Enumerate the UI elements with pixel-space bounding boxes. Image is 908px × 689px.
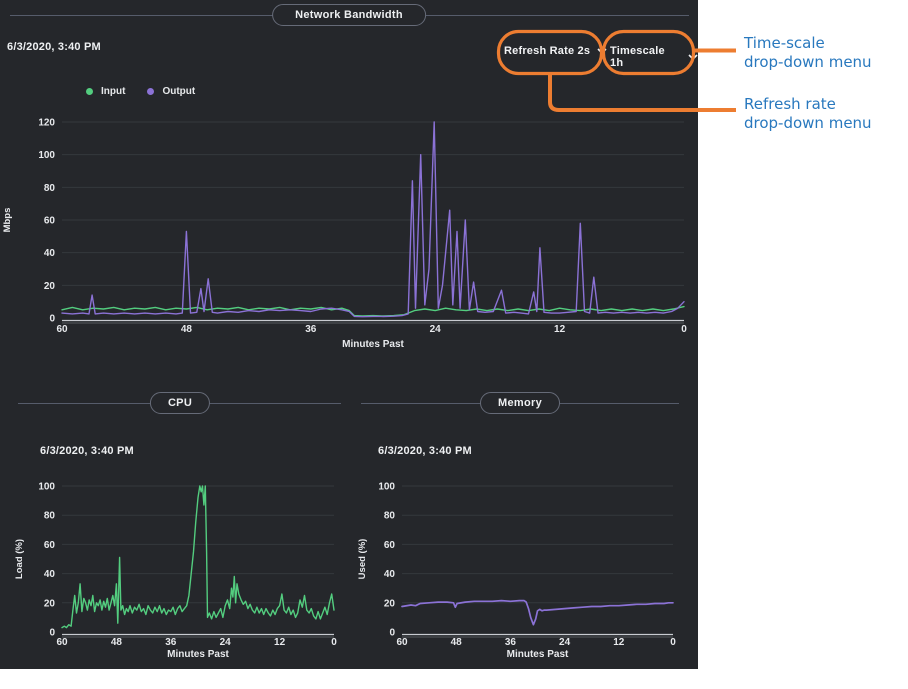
cpu-y-axis-label: Load (%)	[14, 539, 25, 579]
cpu-section-title: CPU	[149, 392, 211, 414]
cpu-x-tick-label: 60	[56, 637, 68, 648]
memory-y-axis-label: Used (%)	[357, 539, 368, 580]
memory-x-tick-label: 60	[396, 637, 408, 648]
memory-section-title: Memory	[480, 392, 560, 414]
memory-x-tick-label: 48	[451, 637, 463, 648]
output-legend-label: Output	[162, 86, 196, 97]
network-y-tick-label: 40	[44, 248, 56, 259]
cpu-y-tick-label: 20	[44, 598, 56, 609]
cpu-x-tick-label: 24	[220, 637, 232, 648]
refresh-rate-annotation-line1: Refresh rate	[744, 95, 836, 113]
memory-timestamp: 6/3/2020, 3:40 PM	[378, 445, 472, 457]
cpu-y-tick-label: 0	[49, 628, 55, 639]
network-x-tick-label: 0	[681, 324, 687, 335]
network-y-tick-label: 120	[38, 118, 55, 129]
cpu-series-load	[61, 485, 335, 629]
cpu-y-tick-label: 100	[38, 482, 55, 493]
network-series-input	[61, 305, 685, 317]
memory-series-used	[401, 599, 674, 626]
memory-x-tick-label: 12	[613, 637, 625, 648]
network-series-output	[61, 121, 685, 318]
memory-y-tick-label: 80	[384, 511, 396, 522]
network-y-tick-label: 100	[38, 150, 55, 161]
network-section-title-label: Network Bandwidth	[295, 9, 403, 21]
memory-x-tick-label: 24	[559, 637, 571, 648]
network-y-tick-label: 60	[44, 216, 56, 227]
refresh-rate-annotation: Refresh rate drop-down menu	[744, 95, 908, 133]
network-x-tick-label: 36	[305, 324, 317, 335]
cpu-y-tick-label: 80	[44, 511, 56, 522]
network-x-tick-label: 60	[56, 324, 68, 335]
output-legend-dot-icon	[147, 88, 155, 95]
memory-chart: 0 20 40 60 80 100 60 48 36 24 12 0 Minutes Past Used …	[357, 482, 676, 661]
dashboard-panel: Network Bandwidth 6/3/2020, 3:40 PM Refr…	[0, 0, 698, 669]
network-legend: Input Output	[86, 86, 195, 97]
refresh-rate-annotation-line2: drop-down menu	[744, 114, 872, 132]
network-x-tick-label: 24	[430, 324, 442, 335]
cpu-x-tick-label: 0	[331, 637, 337, 648]
network-y-tick-label: 80	[44, 183, 56, 194]
memory-y-tick-label: 40	[384, 569, 396, 580]
network-section-title: Network Bandwidth	[272, 4, 426, 26]
network-x-tick-label: 48	[181, 324, 193, 335]
memory-y-tick-label: 100	[378, 482, 395, 493]
cpu-chart: 0 20 40 60 80 100 60 48 36 24 12 0 Minutes Past Load …	[14, 482, 337, 661]
cpu-y-tick-label: 40	[44, 569, 56, 580]
network-timestamp: 6/3/2020, 3:40 PM	[7, 41, 101, 53]
cpu-x-tick-label: 12	[274, 637, 286, 648]
legend-item-output[interactable]: Output	[147, 86, 195, 97]
memory-section-title-label: Memory	[498, 397, 542, 409]
memory-y-tick-label: 20	[384, 598, 396, 609]
cpu-x-tick-label: 36	[165, 637, 177, 648]
input-legend-dot-icon	[86, 88, 93, 95]
timescale-annotation-line2: drop-down menu	[744, 53, 872, 71]
timescale-annotation: Time-scale drop-down menu	[744, 34, 908, 72]
timescale-annotation-line1: Time-scale	[744, 34, 825, 52]
cpu-section-title-label: CPU	[167, 397, 193, 409]
memory-x-tick-label: 36	[505, 637, 517, 648]
network-x-axis-label: Minutes Past	[342, 339, 404, 350]
cpu-y-tick-label: 60	[44, 540, 56, 551]
memory-x-axis-label: Minutes Past	[507, 649, 569, 660]
network-x-tick-label: 12	[554, 324, 566, 335]
network-y-axis-label: Mbps	[2, 208, 13, 233]
network-y-tick-label: 20	[44, 281, 56, 292]
network-y-tick-label: 0	[49, 314, 55, 325]
memory-y-tick-label: 0	[389, 628, 395, 639]
cpu-x-axis-label: Minutes Past	[167, 649, 229, 660]
legend-item-input[interactable]: Input	[86, 86, 125, 97]
memory-x-tick-label: 0	[670, 637, 676, 648]
cpu-x-tick-label: 48	[111, 637, 123, 648]
input-legend-label: Input	[101, 86, 126, 97]
cpu-timestamp: 6/3/2020, 3:40 PM	[40, 445, 134, 457]
memory-y-tick-label: 60	[384, 540, 396, 551]
